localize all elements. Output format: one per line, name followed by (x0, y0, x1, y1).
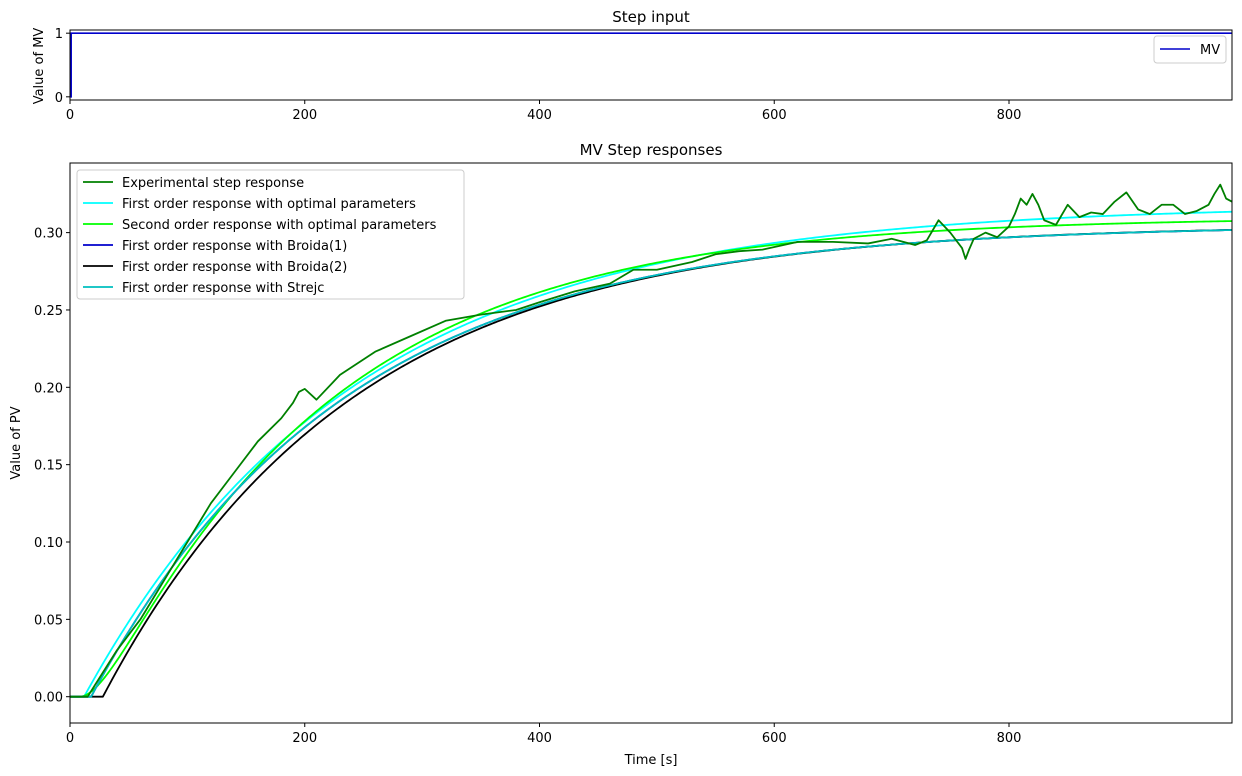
series-line-first-order-response-with-strejc (70, 229, 1232, 698)
step-input-ylabel: Value of MV (32, 28, 47, 105)
step-responses-ytick-label: 0.00 (34, 691, 63, 706)
step-responses-xlabel: Time [s] (624, 753, 678, 768)
legend-label-first-order-response-with-strejc: First order response with Strejc (122, 281, 324, 296)
step-input-xtick-label: 400 (527, 108, 552, 123)
step-responses-xtick-label: 400 (527, 731, 552, 746)
step-input-ticks: 0 200 400 600 800 0 1 (55, 27, 1022, 123)
legend-label-mv: MV (1200, 43, 1220, 58)
step-responses-frame (69, 162, 1233, 724)
step-responses-ytick-label: 0.05 (34, 613, 63, 628)
series-line-second-order-response-with-optimal-parameters (70, 220, 1232, 698)
step-responses-ytick-label: 0.10 (34, 536, 63, 551)
step-responses-legend: Experimental step response First order re… (76, 169, 465, 300)
step-input-ytick-label: 0 (55, 91, 63, 106)
legend-box (76, 169, 465, 300)
step-input-xtick-label: 200 (292, 108, 317, 123)
step-responses-xtick-label: 0 (66, 731, 74, 746)
series-line-first-order-response-with-optimal-parameters (70, 210, 1232, 698)
series-line-first-order-response-with-broida-2 (70, 229, 1232, 698)
series-line-mv (70, 32, 1232, 98)
step-responses-ytick-label: 0.30 (34, 227, 63, 242)
step-input-series (70, 32, 1232, 98)
step-responses-ytick-label: 0.25 (34, 304, 63, 319)
series-line-first-order-response-with-broida-1 (70, 229, 1232, 698)
step-input-frame (69, 29, 1233, 101)
step-input-ytick-label: 1 (55, 27, 63, 42)
step-input-legend: MV (1153, 35, 1227, 64)
step-input-xtick-label: 800 (997, 108, 1022, 123)
legend-label-first-order-response-with-optimal-parameters: First order response with optimal parame… (122, 197, 416, 212)
legend-label-first-order-response-with-broida-1: First order response with Broida(1) (122, 239, 347, 254)
step-input-plot: Step input Value of MV 0 200 400 600 800 0 1 M… (32, 8, 1233, 123)
series-line-experimental-step-response (70, 183, 1232, 698)
step-responses-ticks: 0 200 400 600 800 0.00 0.05 0.10 0.15 0.20 0.25 0.3… (34, 227, 1021, 746)
step-responses-xtick-label: 600 (762, 731, 787, 746)
step-responses-plot: MV Step responses Value of PV Time [s] 0… (9, 141, 1233, 768)
legend-label-first-order-response-with-broida-2: First order response with Broida(2) (122, 260, 347, 275)
step-responses-title: MV Step responses (580, 141, 723, 159)
step-responses-series (70, 183, 1232, 698)
step-responses-ytick-label: 0.15 (34, 459, 63, 474)
legend-label-second-order-response-with-optimal-parameters: Second order response with optimal param… (122, 218, 437, 233)
step-responses-ylabel: Value of PV (9, 406, 24, 479)
step-input-xtick-label: 0 (66, 108, 74, 123)
step-input-xtick-label: 600 (762, 108, 787, 123)
legend-label-experimental-step-response: Experimental step response (122, 176, 304, 191)
step-responses-ytick-label: 0.20 (34, 381, 63, 396)
step-input-title: Step input (612, 8, 690, 26)
step-responses-xtick-label: 200 (292, 731, 317, 746)
step-responses-xtick-label: 800 (997, 731, 1022, 746)
